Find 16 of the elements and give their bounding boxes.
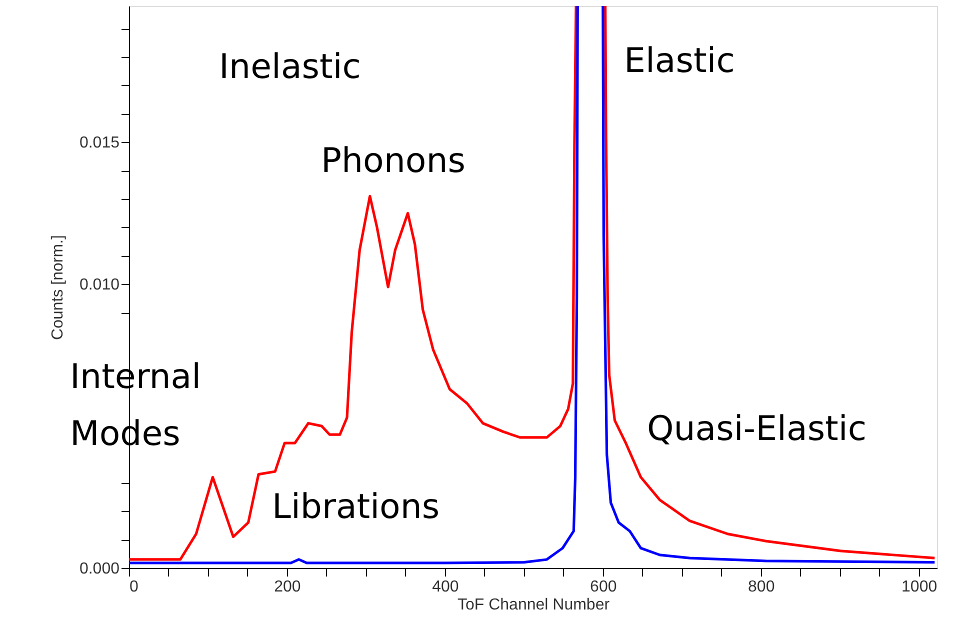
x-tick-label: 0 xyxy=(130,578,138,596)
x-tick-label: 400 xyxy=(432,578,459,596)
x-tick-label: 1000 xyxy=(902,578,938,596)
annotation: Inelastic xyxy=(219,47,361,87)
annotation: Librations xyxy=(272,487,440,527)
y-axis-title: Counts [norm.] xyxy=(49,235,66,340)
x-tick-label: 800 xyxy=(748,578,775,596)
annotation: Phonons xyxy=(321,141,466,181)
x-axis-title: ToF Channel Number xyxy=(457,596,610,614)
x-tick-label: 600 xyxy=(590,578,617,596)
annotation: Quasi-Elastic xyxy=(647,409,867,449)
y-tick-label: 0.015 xyxy=(79,134,120,152)
y-tick-label: 0.000 xyxy=(79,560,120,578)
y-tick-label: 0.010 xyxy=(79,276,120,294)
annotation: Elastic xyxy=(624,41,735,81)
x-tick-label: 200 xyxy=(274,578,301,596)
